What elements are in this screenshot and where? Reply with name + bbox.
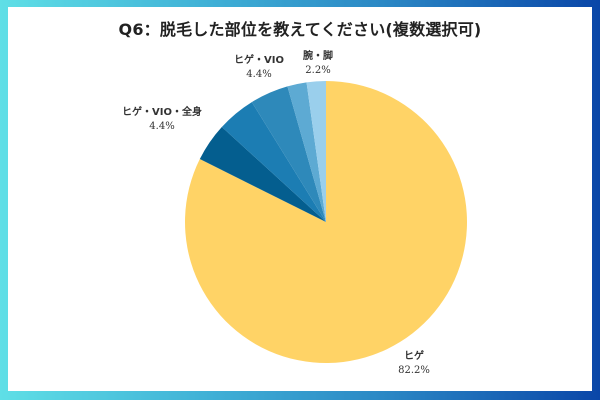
label-hige-vio-zenshin: ヒゲ・VIO・全身 4.4% (122, 107, 202, 132)
label-ude-ashi: 腕・脚 2.2% (303, 51, 333, 76)
label-hige-vio: ヒゲ・VIO 4.4% (234, 55, 284, 80)
pie-slice-2 (221, 102, 326, 222)
pie-slice-3 (251, 86, 326, 222)
label-hige: ヒゲ 82.2% (398, 351, 430, 376)
pie-chart (184, 81, 467, 363)
pie-slice-4 (287, 82, 326, 222)
pie-slice-5 (306, 81, 326, 222)
pie-slices (184, 81, 467, 363)
chart-card: Q6：脱毛した部位を教えてください(複数選択可) ヒゲ 82.2% ヒゲ・VIO… (8, 7, 592, 391)
pie-slice-1 (199, 126, 326, 222)
chart-title: Q6：脱毛した部位を教えてください(複数選択可) (118, 20, 482, 39)
